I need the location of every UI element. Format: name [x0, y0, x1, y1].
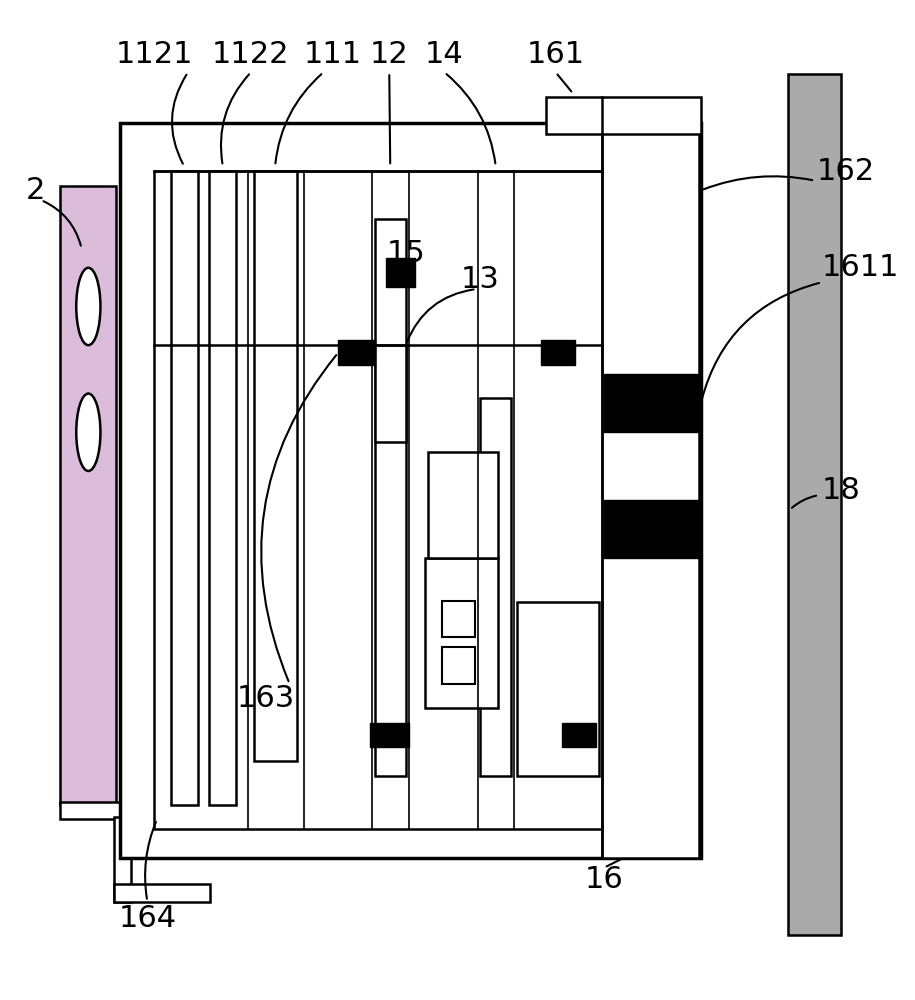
Text: 14: 14 [425, 40, 464, 69]
Bar [113, 884, 210, 902]
Bar [546, 97, 701, 134]
Text: 1122: 1122 [212, 40, 290, 69]
Bar [154, 171, 662, 829]
Bar [604, 500, 701, 558]
Bar [338, 340, 375, 365]
Text: 16: 16 [585, 865, 623, 894]
Bar [541, 340, 575, 365]
Bar [375, 345, 405, 442]
Text: 15: 15 [386, 239, 425, 268]
Text: 161: 161 [527, 40, 585, 69]
Bar [253, 171, 297, 761]
Bar [370, 723, 409, 747]
Text: 164: 164 [118, 904, 177, 933]
Text: 1121: 1121 [115, 40, 193, 69]
Bar [788, 74, 841, 935]
Ellipse shape [76, 394, 101, 471]
Text: 18: 18 [822, 476, 861, 505]
Bar [442, 601, 476, 637]
Bar [604, 374, 701, 432]
Text: 163: 163 [236, 684, 295, 713]
Text: 13: 13 [461, 265, 500, 294]
Ellipse shape [76, 268, 101, 345]
Bar [210, 171, 236, 805]
Bar [386, 258, 415, 287]
Bar [425, 558, 498, 708]
Bar [480, 398, 511, 776]
Bar [428, 452, 498, 558]
Text: 12: 12 [370, 40, 409, 69]
Text: 162: 162 [817, 157, 875, 186]
Bar [113, 817, 131, 902]
Text: 111: 111 [304, 40, 362, 69]
Bar [375, 219, 405, 776]
Bar [563, 723, 597, 747]
Bar [517, 602, 599, 776]
Bar [60, 802, 215, 819]
Bar [120, 123, 701, 858]
Text: 1611: 1611 [822, 253, 899, 282]
Bar [170, 171, 198, 805]
Text: 2: 2 [26, 176, 45, 205]
Bar [442, 647, 476, 684]
Bar [60, 186, 116, 805]
Bar [602, 123, 699, 858]
